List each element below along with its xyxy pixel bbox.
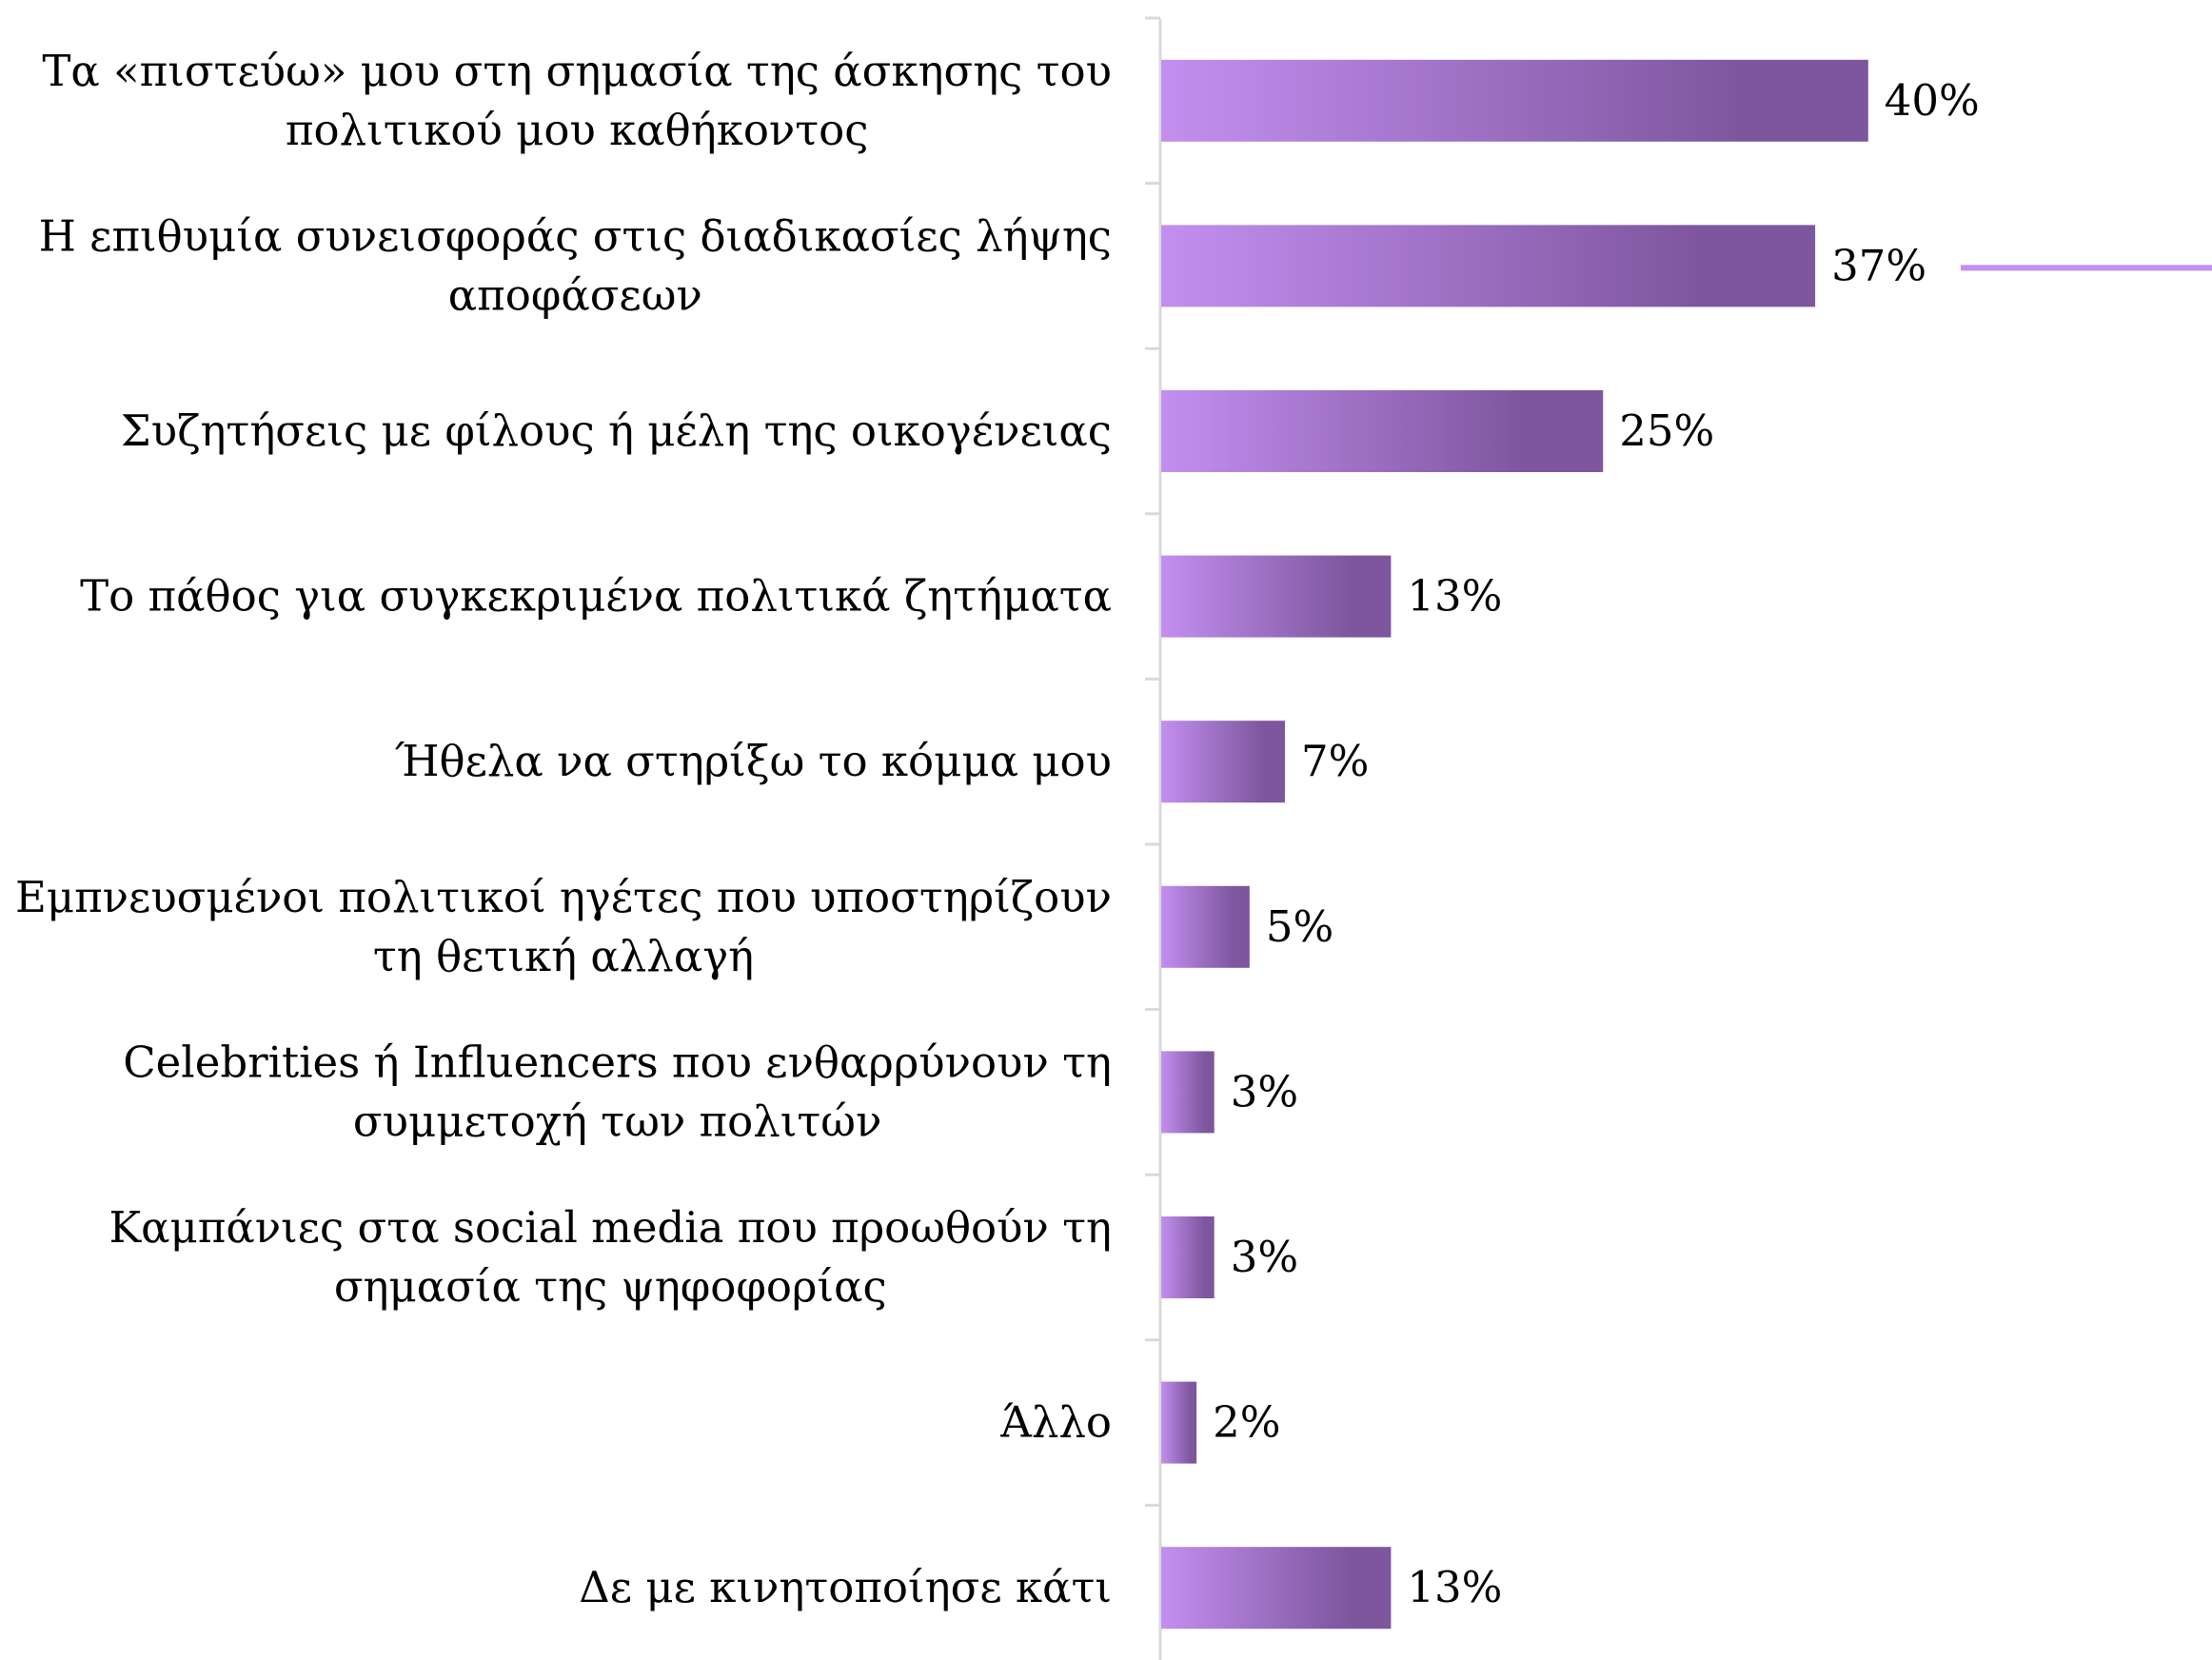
category-label-line: Celebrities ή Influencers που ενθαρρύνου… [123,1037,1112,1087]
bar [1161,885,1250,968]
category-label: Η επιθυμία συνεισφοράς στις διαδικασίες … [39,210,1112,320]
data-label: 2% [1213,1397,1280,1448]
data-label: 3% [1231,1066,1298,1117]
bar [1161,1051,1215,1134]
category-label-line: Άλλο [999,1397,1112,1448]
bar [1161,1547,1392,1630]
bar [1161,721,1285,803]
category-label: Το πάθος για συγκεκριμένα πολιτικά ζητήμ… [80,571,1112,622]
data-labels: 40% 37% 25% 13% 7% 5% 3% 3% 2% 13% [1213,75,1980,1612]
category-label-line: Δε με κινητοποίησε κάτι [579,1562,1112,1612]
data-label: 5% [1266,901,1333,952]
category-label: Celebrities ή Influencers που ενθαρρύνου… [123,1037,1112,1146]
category-label-line: Τα «πιστεύω» μου στη σημασία της άσκησης… [42,46,1112,96]
category-label-line: συμμετοχή των πολιτών [353,1096,881,1146]
data-label: 7% [1301,736,1369,786]
bar [1161,390,1604,472]
category-label-line: Καμπάνιες στα social media που προωθούν … [109,1202,1112,1253]
data-label: 37% [1831,240,1926,290]
bar [1161,1216,1215,1298]
data-label: 25% [1619,405,1714,456]
category-label: Ήθελα να στηρίξω το κόμμα μου [395,736,1112,786]
bar [1161,225,1816,307]
data-label: 13% [1407,571,1502,622]
category-label: Καμπάνιες στα social media που προωθούν … [109,1202,1112,1312]
bar [1161,1381,1197,1464]
category-label-line: Ήθελα να στηρίξω το κόμμα μου [395,736,1112,786]
category-label-line: αποφάσεων [448,269,702,320]
category-label: Άλλο [999,1397,1112,1448]
data-label: 40% [1885,75,1980,126]
category-label: Τα «πιστεύω» μου στη σημασία της άσκησης… [42,46,1112,155]
category-label-line: Η επιθυμία συνεισφοράς στις διαδικασίες … [39,210,1112,261]
category-label-line: Εμπνευσμένοι πολιτικοί ηγέτες που υποστη… [15,872,1112,922]
bar [1161,59,1868,142]
category-label-line: σημασία της ψηφοφορίας [334,1261,887,1312]
category-axis [1145,16,1162,1660]
category-label-line: πολιτικού μου καθήκοντος [286,105,869,155]
category-labels: Τα «πιστεύω» μου στη σημασία της άσκησης… [15,46,1112,1612]
category-label: Εμπνευσμένοι πολιτικοί ηγέτες που υποστη… [15,872,1112,981]
category-label-line: Το πάθος για συγκεκριμένα πολιτικά ζητήμ… [80,571,1112,622]
category-label-line: τη θετική αλλαγή [373,931,754,981]
data-label: 13% [1407,1562,1502,1612]
bar [1161,555,1392,638]
data-label: 3% [1231,1232,1298,1282]
category-label-line: Συζητήσεις με φίλους ή μέλη της οικογένε… [121,405,1112,456]
category-label: Δε με κινητοποίησε κάτι [579,1562,1112,1612]
category-label: Συζητήσεις με φίλους ή μέλη της οικογένε… [121,405,1112,456]
bars [1161,59,1868,1630]
